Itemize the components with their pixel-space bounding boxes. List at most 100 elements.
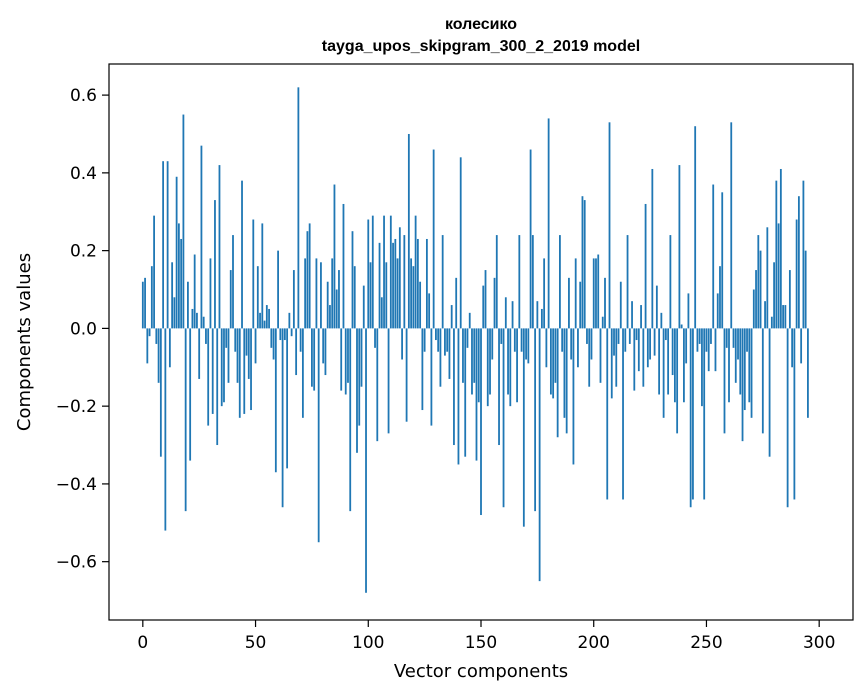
bar	[728, 328, 730, 403]
bar	[649, 328, 651, 360]
bar	[157, 328, 160, 383]
bar	[549, 328, 552, 395]
bar	[144, 277, 146, 329]
bar	[432, 149, 435, 329]
bar	[685, 328, 688, 364]
bar	[435, 328, 437, 341]
bar	[214, 200, 216, 329]
bar	[527, 328, 530, 364]
bar	[378, 242, 381, 329]
x-tick-label: 300	[803, 633, 835, 653]
bar	[622, 328, 624, 500]
bar	[428, 293, 431, 329]
bar	[446, 328, 449, 352]
bar	[308, 223, 311, 329]
bar	[349, 328, 352, 512]
bar	[651, 168, 654, 329]
bar	[568, 277, 570, 329]
bar	[202, 316, 205, 329]
bar	[200, 145, 203, 329]
bar	[369, 262, 372, 329]
bar	[175, 176, 178, 329]
bar	[779, 168, 782, 329]
bar	[518, 235, 521, 329]
bar	[146, 328, 149, 364]
bar	[351, 231, 354, 329]
bar	[225, 328, 228, 348]
bar	[565, 328, 568, 434]
bar	[389, 215, 392, 329]
bar	[522, 328, 525, 527]
bar	[259, 312, 261, 329]
bar	[473, 328, 476, 383]
bar	[441, 235, 444, 329]
bar	[180, 238, 183, 329]
bar	[495, 235, 498, 329]
bar	[664, 328, 667, 341]
bar	[475, 328, 478, 461]
bar	[559, 235, 561, 329]
bar	[306, 231, 309, 329]
bar	[187, 281, 189, 329]
bar	[322, 328, 325, 364]
bar	[592, 258, 595, 329]
bar	[277, 250, 279, 329]
bar	[597, 254, 600, 329]
bar	[191, 308, 194, 329]
bar	[229, 270, 232, 329]
bar	[748, 328, 751, 403]
bar	[317, 328, 320, 543]
bar	[430, 328, 433, 426]
bar	[529, 149, 532, 329]
bar	[703, 328, 706, 500]
bar	[752, 289, 755, 329]
bar	[671, 328, 674, 376]
bar	[595, 258, 597, 329]
bar	[491, 328, 494, 360]
bar	[444, 328, 446, 356]
bar	[583, 200, 586, 329]
bar	[162, 161, 165, 329]
bar	[777, 223, 780, 329]
bar	[676, 328, 679, 434]
bar	[531, 235, 534, 329]
bar	[554, 328, 557, 383]
bar	[683, 328, 685, 403]
bar	[795, 219, 798, 329]
bar	[218, 165, 221, 329]
bar	[538, 328, 541, 582]
bar	[775, 180, 778, 329]
bar	[324, 328, 327, 376]
y-axis-label: Components values	[14, 253, 35, 431]
bar	[288, 312, 291, 329]
bar	[604, 277, 606, 329]
bar	[279, 328, 282, 341]
x-tick-label: 250	[690, 633, 722, 653]
bar	[207, 328, 210, 426]
bar	[721, 192, 724, 329]
bar	[556, 328, 559, 438]
bar	[261, 223, 264, 329]
x-axis-label: Vector components	[394, 661, 568, 682]
bar	[344, 328, 347, 395]
bar	[540, 308, 543, 329]
bar	[741, 328, 744, 442]
bar	[153, 215, 155, 329]
bar	[353, 266, 356, 329]
y-tick-label: 0.6	[70, 86, 97, 106]
bar	[313, 328, 316, 391]
bar	[653, 328, 656, 356]
bar	[507, 328, 509, 395]
plot-frame	[108, 63, 854, 621]
bar	[407, 133, 410, 329]
bar	[358, 328, 361, 426]
bar	[326, 281, 329, 329]
bar	[689, 328, 692, 508]
bar	[220, 328, 223, 407]
bar	[281, 328, 284, 508]
bar	[761, 328, 764, 434]
bar	[646, 328, 649, 368]
bar	[601, 316, 604, 329]
bar	[196, 312, 198, 329]
x-tick-label: 150	[465, 633, 497, 653]
